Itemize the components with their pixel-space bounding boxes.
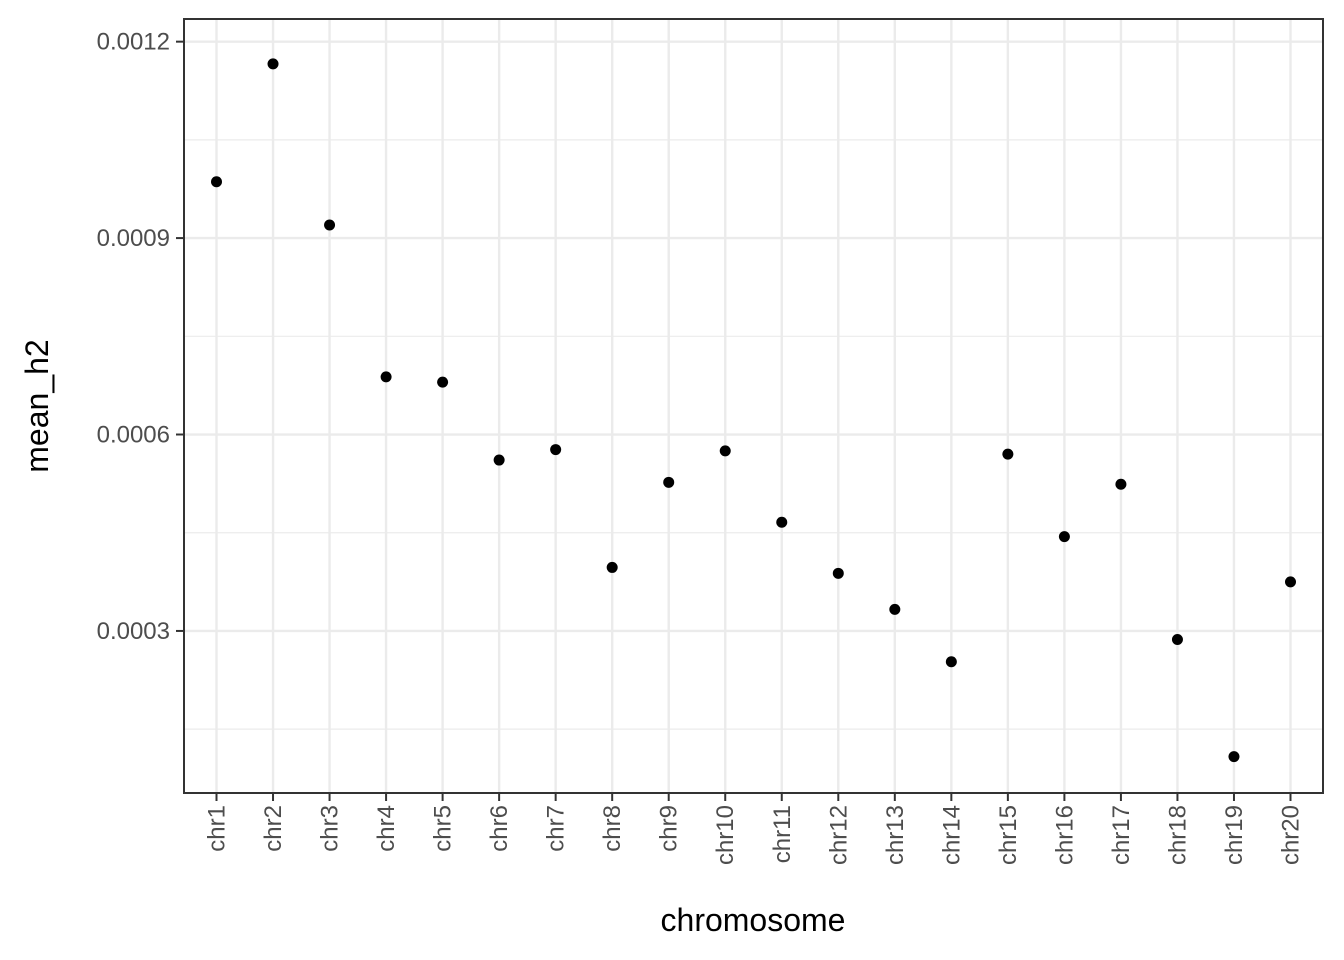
x-tick-label: chr2 <box>260 805 287 852</box>
data-point-chr11 <box>776 516 788 528</box>
x-tick-label: chr5 <box>430 805 457 852</box>
x-tick-label: chr1 <box>204 805 231 852</box>
x-tick-label: chr19 <box>1221 805 1248 865</box>
data-point-chr12 <box>832 567 844 579</box>
data-point-chr1 <box>211 176 222 188</box>
data-point-chr14 <box>945 656 957 668</box>
x-tick-label: chr6 <box>486 805 513 852</box>
data-point-chr2 <box>267 58 279 70</box>
data-point-chr5 <box>437 376 449 388</box>
y-tick-label: 0.0012 <box>97 29 170 56</box>
x-tick-label: chr20 <box>1278 805 1305 865</box>
data-points <box>211 58 1296 763</box>
y-axis: 0.0003 0.0006 0.0009 0.0012 <box>97 29 184 645</box>
data-point-chr7 <box>550 444 562 456</box>
y-tick-label: 0.0003 <box>97 618 170 645</box>
data-point-chr15 <box>1002 448 1014 460</box>
x-tick-label: chr17 <box>1108 805 1135 865</box>
x-tick-label: chr8 <box>599 805 626 852</box>
x-tick-label: chr14 <box>938 805 965 865</box>
y-tick-label: 0.0006 <box>97 422 170 449</box>
data-point-chr13 <box>889 603 901 615</box>
x-tick-label: chr13 <box>882 805 909 865</box>
data-point-chr9 <box>663 476 675 488</box>
data-point-chr17 <box>1115 478 1127 490</box>
x-tick-label: chr18 <box>1164 805 1191 865</box>
x-tick-label: chr4 <box>373 805 400 852</box>
x-tick-label: chr11 <box>769 805 796 863</box>
x-tick-label: chr7 <box>543 805 570 852</box>
data-point-chr8 <box>606 561 618 573</box>
x-tick-label: chr16 <box>1051 805 1078 865</box>
data-point-chr6 <box>493 454 505 466</box>
panel-border <box>183 18 1324 794</box>
plot-panel <box>184 19 1323 793</box>
data-point-chr3 <box>324 219 336 231</box>
y-axis-title: mean_h2 <box>19 339 55 472</box>
x-tick-label: chr15 <box>995 805 1022 865</box>
x-tick-label: chr12 <box>825 805 852 865</box>
data-point-chr20 <box>1285 576 1296 588</box>
data-point-chr19 <box>1228 751 1240 763</box>
data-point-chr18 <box>1171 633 1183 645</box>
x-tick-label: chr3 <box>317 805 344 852</box>
y-tick-label: 0.0009 <box>97 225 170 252</box>
data-point-chr16 <box>1058 531 1070 543</box>
data-point-chr10 <box>719 445 731 457</box>
data-point-chr4 <box>380 371 392 383</box>
x-tick-label: chr10 <box>712 805 739 865</box>
x-axis-title: chromosome <box>661 902 846 938</box>
x-axis: chr1 chr2 chr3 chr4 chr5 chr6 chr7 chr8 chr9 chr1… <box>204 793 1305 865</box>
x-tick-label: chr9 <box>656 805 683 852</box>
